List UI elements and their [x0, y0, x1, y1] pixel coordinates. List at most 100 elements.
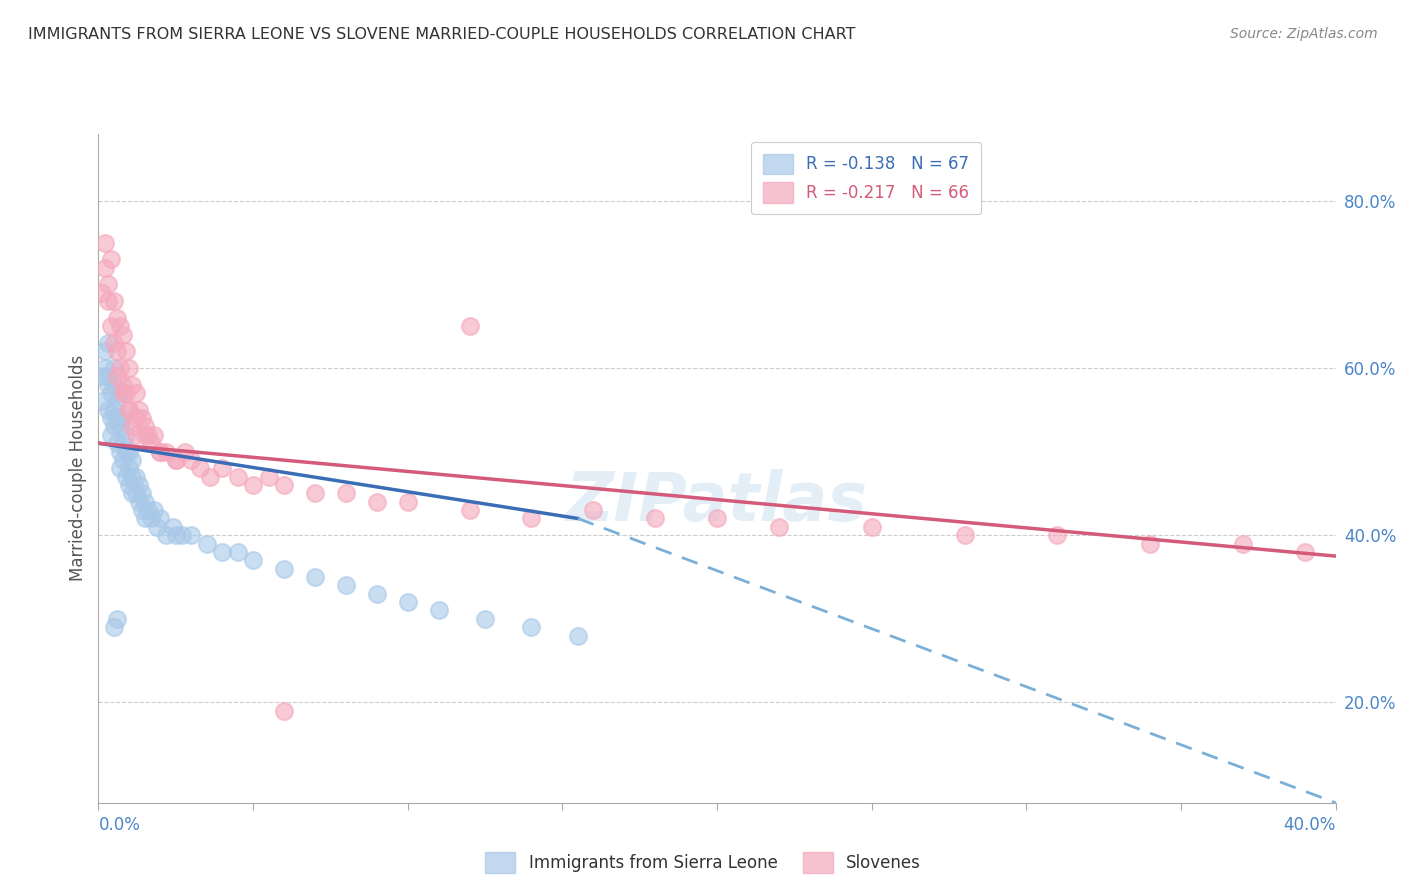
- Point: [953, 528, 976, 542]
- Point: [128, 402, 150, 417]
- Text: 40.0%: 40.0%: [1284, 816, 1336, 834]
- Point: [121, 486, 143, 500]
- Point: [105, 344, 128, 359]
- Point: [195, 536, 218, 550]
- Point: [100, 386, 122, 401]
- Point: [112, 386, 135, 401]
- Point: [124, 411, 146, 425]
- Point: [118, 402, 141, 417]
- Point: [118, 402, 141, 417]
- Point: [136, 428, 159, 442]
- Point: [139, 511, 162, 525]
- Point: [273, 562, 295, 576]
- Point: [115, 386, 138, 401]
- Point: [131, 411, 153, 425]
- Point: [1046, 528, 1069, 542]
- Point: [706, 511, 728, 525]
- Point: [128, 494, 150, 508]
- Point: [146, 520, 169, 534]
- Point: [567, 628, 589, 642]
- Point: [108, 419, 131, 434]
- Point: [174, 444, 197, 458]
- Point: [93, 235, 115, 250]
- Point: [304, 570, 326, 584]
- Point: [149, 511, 172, 525]
- Text: IMMIGRANTS FROM SIERRA LEONE VS SLOVENE MARRIED-COUPLE HOUSEHOLDS CORRELATION CH: IMMIGRANTS FROM SIERRA LEONE VS SLOVENE …: [28, 27, 856, 42]
- Point: [226, 545, 249, 559]
- Point: [105, 310, 128, 325]
- Point: [90, 285, 112, 300]
- Point: [103, 419, 125, 434]
- Point: [198, 469, 221, 483]
- Legend: Immigrants from Sierra Leone, Slovenes: Immigrants from Sierra Leone, Slovenes: [478, 846, 928, 880]
- Point: [242, 553, 264, 567]
- Point: [121, 377, 143, 392]
- Point: [366, 494, 388, 508]
- Text: ZIPatlas: ZIPatlas: [567, 469, 868, 534]
- Point: [115, 444, 138, 458]
- Point: [90, 394, 112, 409]
- Point: [396, 494, 419, 508]
- Point: [112, 327, 135, 342]
- Point: [165, 528, 187, 542]
- Point: [105, 411, 128, 425]
- Point: [124, 469, 146, 483]
- Point: [105, 612, 128, 626]
- Point: [226, 469, 249, 483]
- Point: [131, 503, 153, 517]
- Point: [180, 528, 202, 542]
- Point: [335, 578, 357, 592]
- Point: [97, 369, 120, 384]
- Point: [242, 478, 264, 492]
- Point: [103, 402, 125, 417]
- Point: [124, 428, 146, 442]
- Point: [108, 444, 131, 458]
- Point: [124, 486, 146, 500]
- Point: [1232, 536, 1254, 550]
- Point: [128, 478, 150, 492]
- Point: [211, 545, 233, 559]
- Point: [105, 436, 128, 450]
- Point: [155, 528, 177, 542]
- Point: [97, 293, 120, 308]
- Point: [582, 503, 605, 517]
- Point: [108, 361, 131, 376]
- Point: [190, 461, 212, 475]
- Point: [112, 411, 135, 425]
- Point: [118, 444, 141, 458]
- Point: [90, 369, 112, 384]
- Point: [768, 520, 790, 534]
- Point: [115, 428, 138, 442]
- Point: [139, 436, 162, 450]
- Point: [103, 377, 125, 392]
- Point: [304, 486, 326, 500]
- Point: [118, 461, 141, 475]
- Point: [143, 428, 166, 442]
- Point: [93, 361, 115, 376]
- Point: [103, 620, 125, 634]
- Point: [136, 503, 159, 517]
- Point: [170, 528, 193, 542]
- Point: [134, 511, 156, 525]
- Point: [100, 319, 122, 334]
- Point: [165, 453, 187, 467]
- Point: [97, 335, 120, 350]
- Point: [121, 419, 143, 434]
- Point: [115, 344, 138, 359]
- Point: [396, 595, 419, 609]
- Point: [112, 377, 135, 392]
- Point: [97, 377, 120, 392]
- Point: [366, 587, 388, 601]
- Point: [124, 386, 146, 401]
- Point: [149, 444, 172, 458]
- Point: [118, 361, 141, 376]
- Point: [149, 444, 172, 458]
- Point: [427, 603, 450, 617]
- Point: [211, 461, 233, 475]
- Point: [97, 277, 120, 292]
- Point: [1139, 536, 1161, 550]
- Point: [112, 436, 135, 450]
- Point: [131, 486, 153, 500]
- Point: [474, 612, 496, 626]
- Point: [93, 260, 115, 275]
